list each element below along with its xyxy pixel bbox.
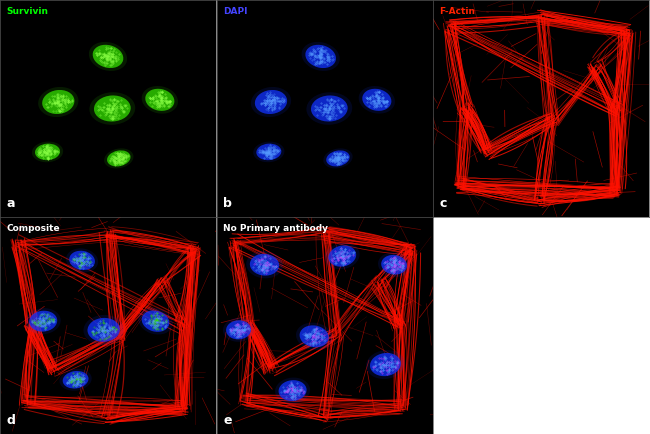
Ellipse shape <box>69 251 95 270</box>
Ellipse shape <box>88 318 120 342</box>
Ellipse shape <box>90 92 135 125</box>
Ellipse shape <box>306 45 336 68</box>
Ellipse shape <box>62 371 88 388</box>
Ellipse shape <box>256 144 281 160</box>
Ellipse shape <box>381 255 407 275</box>
Ellipse shape <box>142 310 170 332</box>
Ellipse shape <box>223 318 254 342</box>
Text: Composite: Composite <box>6 224 60 233</box>
Ellipse shape <box>104 148 133 168</box>
Text: DAPI: DAPI <box>224 7 248 16</box>
Ellipse shape <box>250 254 280 276</box>
Ellipse shape <box>311 95 348 122</box>
Ellipse shape <box>366 350 405 379</box>
Ellipse shape <box>42 90 75 114</box>
Ellipse shape <box>146 89 174 111</box>
Ellipse shape <box>29 311 57 332</box>
Text: d: d <box>6 414 16 427</box>
Ellipse shape <box>26 308 60 334</box>
Ellipse shape <box>326 150 350 167</box>
Ellipse shape <box>306 92 352 125</box>
Ellipse shape <box>275 378 310 404</box>
Text: Survivin: Survivin <box>6 7 49 16</box>
Ellipse shape <box>251 87 291 117</box>
Ellipse shape <box>32 141 63 162</box>
Ellipse shape <box>66 248 98 273</box>
Ellipse shape <box>370 353 401 376</box>
Ellipse shape <box>93 45 124 68</box>
Ellipse shape <box>323 148 353 168</box>
Ellipse shape <box>359 86 395 114</box>
Ellipse shape <box>378 253 410 277</box>
Ellipse shape <box>328 246 356 266</box>
Ellipse shape <box>38 87 79 117</box>
Text: F-Actin: F-Actin <box>439 7 476 16</box>
Ellipse shape <box>89 42 127 71</box>
Ellipse shape <box>107 150 131 167</box>
Ellipse shape <box>246 251 283 278</box>
Ellipse shape <box>302 42 340 71</box>
Ellipse shape <box>255 90 287 114</box>
Ellipse shape <box>35 144 60 160</box>
Ellipse shape <box>296 322 332 350</box>
Ellipse shape <box>60 369 92 391</box>
Ellipse shape <box>83 315 124 345</box>
Ellipse shape <box>94 95 131 122</box>
Ellipse shape <box>254 141 285 162</box>
Ellipse shape <box>138 308 173 335</box>
Ellipse shape <box>362 89 391 111</box>
Text: a: a <box>6 197 15 210</box>
Text: e: e <box>224 414 232 427</box>
Ellipse shape <box>279 380 307 401</box>
Ellipse shape <box>226 320 251 339</box>
Text: b: b <box>224 197 232 210</box>
Ellipse shape <box>325 243 359 270</box>
Ellipse shape <box>300 326 329 347</box>
Ellipse shape <box>142 86 178 114</box>
Text: No Primary antibody: No Primary antibody <box>224 224 328 233</box>
Text: c: c <box>439 197 447 210</box>
